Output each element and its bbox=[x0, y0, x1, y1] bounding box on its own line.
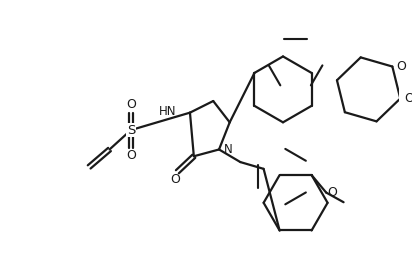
Text: O: O bbox=[126, 98, 136, 111]
Text: HN: HN bbox=[159, 105, 176, 118]
Text: S: S bbox=[126, 124, 135, 137]
Text: O: O bbox=[404, 92, 412, 105]
Text: O: O bbox=[327, 186, 337, 199]
Text: O: O bbox=[396, 60, 406, 73]
Text: N: N bbox=[224, 143, 233, 156]
Text: O: O bbox=[171, 173, 180, 186]
Text: O: O bbox=[126, 149, 136, 162]
